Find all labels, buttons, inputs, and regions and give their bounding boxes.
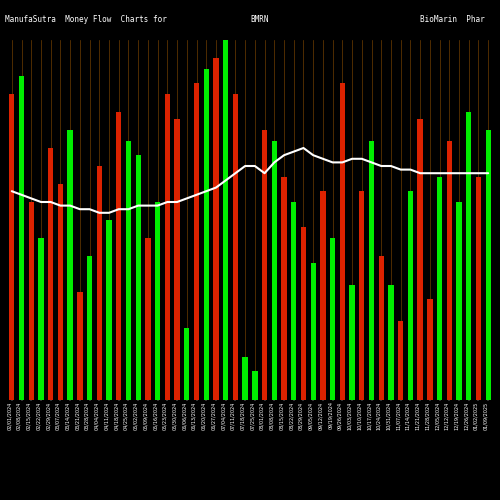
Bar — [486, 130, 491, 400]
Bar — [388, 285, 394, 400]
Bar — [310, 263, 316, 400]
Bar — [214, 58, 218, 400]
Bar — [155, 202, 160, 400]
Bar — [77, 292, 82, 400]
Bar — [359, 191, 364, 400]
Bar — [28, 202, 34, 400]
Bar — [87, 256, 92, 400]
Bar — [106, 220, 112, 400]
Bar — [48, 148, 54, 400]
Bar — [291, 202, 296, 400]
Bar — [184, 328, 190, 400]
Bar — [340, 83, 345, 400]
Bar — [301, 227, 306, 400]
Bar — [145, 238, 150, 400]
Bar — [330, 238, 336, 400]
Text: BioMarin  Phar: BioMarin Phar — [420, 15, 485, 24]
Text: BMRN: BMRN — [251, 15, 269, 24]
Bar — [282, 177, 286, 400]
Bar — [38, 238, 44, 400]
Bar — [242, 357, 248, 400]
Bar — [418, 119, 423, 400]
Bar — [427, 299, 432, 400]
Bar — [174, 119, 180, 400]
Bar — [466, 112, 471, 400]
Bar — [369, 141, 374, 400]
Bar — [262, 130, 268, 400]
Bar — [223, 40, 228, 400]
Bar — [320, 191, 326, 400]
Bar — [164, 94, 170, 400]
Bar — [350, 285, 355, 400]
Text: ManufaSutra  Money Flow  Charts for: ManufaSutra Money Flow Charts for — [5, 15, 167, 24]
Bar — [378, 256, 384, 400]
Bar — [456, 202, 462, 400]
Bar — [96, 166, 102, 400]
Bar — [204, 69, 209, 400]
Bar — [272, 141, 277, 400]
Bar — [9, 94, 15, 400]
Bar — [68, 130, 73, 400]
Bar — [58, 184, 63, 400]
Bar — [398, 321, 404, 400]
Bar — [437, 177, 442, 400]
Bar — [126, 141, 131, 400]
Bar — [194, 83, 199, 400]
Bar — [446, 141, 452, 400]
Bar — [408, 191, 413, 400]
Bar — [116, 112, 121, 400]
Bar — [19, 76, 24, 400]
Bar — [136, 155, 141, 400]
Bar — [232, 94, 238, 400]
Bar — [476, 177, 481, 400]
Bar — [252, 371, 258, 400]
